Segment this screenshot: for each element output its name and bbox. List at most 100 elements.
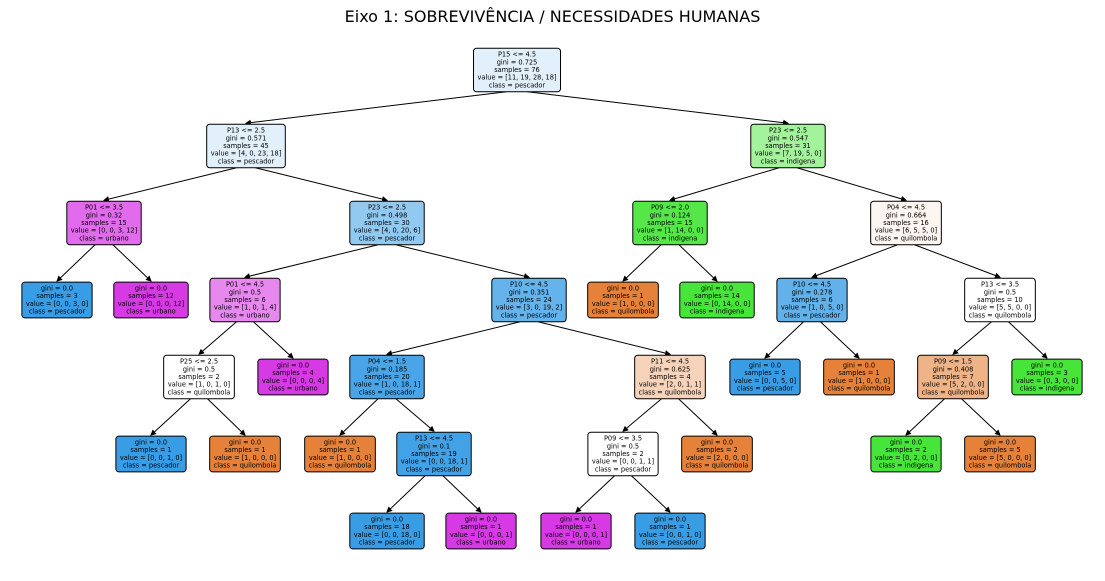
node-line: class = urbano xyxy=(551,539,600,547)
node-line: P25 <= 2.5 xyxy=(180,358,218,366)
node-line: value = [0, 0, 0, 4] xyxy=(262,377,324,385)
node-line: value = [0, 0, 18, 0] xyxy=(354,531,420,539)
node-line: value = [0, 0, 18, 1] xyxy=(401,458,467,466)
node-line: value = [1, 0, 1, 4] xyxy=(214,304,276,312)
node-line: value = [1, 0, 0, 0] xyxy=(214,454,276,462)
node-line: value = [0, 0, 1, 0] xyxy=(639,531,701,539)
edge-n10-n18 xyxy=(537,321,671,356)
edge-n13-n19 xyxy=(764,321,804,359)
node-box xyxy=(776,277,848,323)
node-line: class = pescador xyxy=(642,539,699,547)
node-line: value = [0, 14, 0, 0] xyxy=(684,300,750,308)
node-box xyxy=(349,200,425,246)
node-line: class = urbano xyxy=(456,539,505,547)
node-line: class = pescador xyxy=(359,388,416,396)
node-line: value = [11, 19, 28, 18] xyxy=(477,74,556,82)
node-line: gini = 0.0 xyxy=(607,284,639,292)
node-line: gini = 0.185 xyxy=(367,365,408,373)
node-line: value = [4, 0, 20, 6] xyxy=(354,227,420,235)
node-line: gini = 0.0 xyxy=(371,515,403,523)
node-line: value = [5, 2, 0, 0] xyxy=(922,381,984,389)
node-line: class = pescador xyxy=(359,234,416,242)
node-box xyxy=(396,431,472,477)
node-line: P04 <= 1.5 xyxy=(368,358,406,366)
edge-n9-n16 xyxy=(253,321,294,359)
node-line: samples = 5 xyxy=(979,446,1020,454)
node-line: value = [1, 14, 0, 0] xyxy=(637,227,703,235)
node-box xyxy=(66,200,142,246)
node-line: class = urbano xyxy=(126,308,175,316)
node-line: class = pescador xyxy=(737,385,794,393)
node-line: value = [6, 5, 5, 0] xyxy=(875,227,937,235)
node-line: value = [0, 0, 5, 0] xyxy=(734,377,796,385)
diagram-title: Eixo 1: SOBREVIVÊNCIA / NECESSIDADES HUM… xyxy=(344,7,761,26)
edge-n27-n33 xyxy=(575,475,615,513)
node-line: gini = 0.725 xyxy=(497,58,538,66)
edges-layer xyxy=(56,91,1048,513)
node-line: P13 <= 4.5 xyxy=(415,435,453,443)
node-box xyxy=(587,431,659,477)
node-line: class = indigena xyxy=(643,234,698,242)
node-line: samples = 15 xyxy=(81,219,127,227)
node-line: samples = 31 xyxy=(765,142,811,150)
node-line: class = quilombola xyxy=(639,388,702,396)
node-line: class = quilombola xyxy=(969,311,1032,319)
node-line: gini = 0.0 xyxy=(560,515,592,523)
edge-n2-n6 xyxy=(796,167,907,202)
node-line: class = indigena xyxy=(761,157,816,165)
node-line: value = [5, 0, 0, 0] xyxy=(969,454,1031,462)
node-box xyxy=(163,354,235,400)
node-box xyxy=(964,277,1036,323)
node-line: samples = 2 xyxy=(696,446,737,454)
node-line: value = [0, 0, 0, 12] xyxy=(118,300,184,308)
node-line: gini = 0.0 xyxy=(749,361,781,369)
node-box xyxy=(634,512,706,550)
node-line: class = pescador xyxy=(359,539,416,547)
node-line: class = urbano xyxy=(79,234,128,242)
node-box xyxy=(1011,358,1083,396)
node-box xyxy=(491,277,567,323)
edge-n9-n15 xyxy=(198,321,237,355)
edge-n5-n11 xyxy=(622,244,662,282)
node-line: samples = 12 xyxy=(128,292,174,300)
node-line: gini = 0.0 xyxy=(135,438,167,446)
node-box xyxy=(349,512,425,550)
node-line: class = pescador xyxy=(595,465,652,473)
node-line: gini = 0.0 xyxy=(465,515,497,523)
node-line: samples = 7 xyxy=(932,373,973,381)
node-line: samples = 4 xyxy=(272,369,313,377)
node-box xyxy=(113,281,189,319)
node-line: value = [1, 0, 1, 0] xyxy=(168,381,230,389)
node-line: gini = 0.5 xyxy=(607,442,639,450)
node-line: class = quilombola xyxy=(309,462,372,470)
node-line: gini = 0.0 xyxy=(701,438,733,446)
node-line: class = urbano xyxy=(220,311,269,319)
node-line: gini = 0.408 xyxy=(933,365,974,373)
node-line: value = [7, 19, 5, 0] xyxy=(755,150,821,158)
edge-n10-n17 xyxy=(386,321,521,356)
node-box xyxy=(870,200,942,246)
edge-n2-n5 xyxy=(669,167,780,202)
node-line: gini = 0.0 xyxy=(1031,361,1063,369)
node-line: value = [5, 5, 0, 0] xyxy=(969,304,1031,312)
node-box xyxy=(917,354,989,400)
node-box xyxy=(634,354,706,400)
node-line: class = pescador xyxy=(784,311,841,319)
node-line: P13 <= 2.5 xyxy=(227,127,265,135)
node-line: value = [0, 0, 1, 0] xyxy=(120,454,182,462)
edge-n15-n24 xyxy=(207,398,246,436)
node-line: samples = 30 xyxy=(364,219,410,227)
node-line: value = [1, 0, 0, 0] xyxy=(828,377,890,385)
node-line: class = pescador xyxy=(29,308,86,316)
node-line: value = [1, 0, 0, 0] xyxy=(592,300,654,308)
